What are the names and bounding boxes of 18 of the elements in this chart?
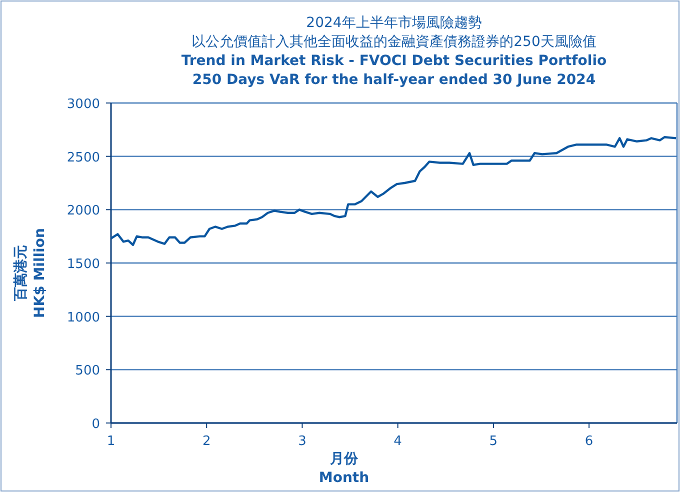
x-tick-label: 1 xyxy=(106,434,116,449)
y-tick-label: 1000 xyxy=(66,310,100,326)
x-tick-label: 3 xyxy=(298,434,306,449)
y-tick-label: 0 xyxy=(92,417,100,432)
x-tick-label: 4 xyxy=(394,434,402,449)
x-axis-title: 月份 Month xyxy=(318,451,370,486)
y-tick-label: 3000 xyxy=(66,97,100,112)
chart-title: 2024年上半年市場風險趨勢 xyxy=(306,15,482,31)
y-tick-label: 2000 xyxy=(66,204,100,219)
y-tick-label: 500 xyxy=(75,364,100,379)
y-axis-title: 百萬港元 HK$ Million xyxy=(13,228,48,318)
chart-subtitle: 以公允價值計入其他全面收益的金融資產債務證券的250天風險值 Trend in Market Risk - FVOCI Debt Securities Portfolio 250 Days VaR for the half-year ended 30 June 2024 xyxy=(181,34,607,88)
y-tick-label: 1500 xyxy=(66,257,100,272)
x-tick-label: 6 xyxy=(584,434,594,449)
x-tick-label: 2 xyxy=(202,434,211,449)
line-series xyxy=(110,136,678,246)
x-tick-label: 5 xyxy=(489,434,498,449)
y-tick-label: 2500 xyxy=(66,150,100,166)
